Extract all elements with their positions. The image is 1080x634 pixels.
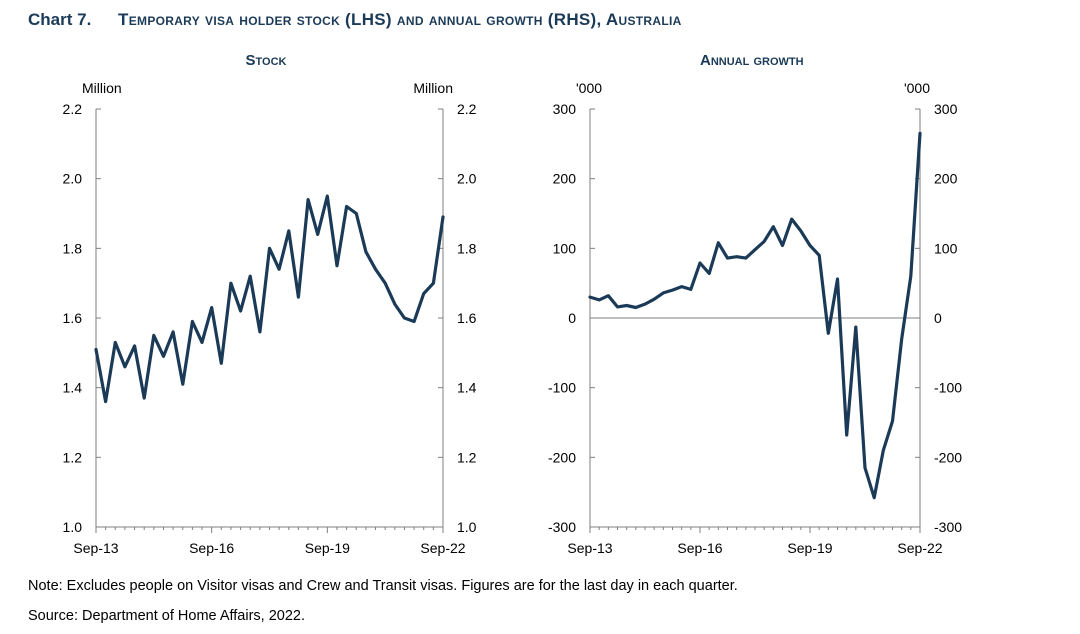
- x-tick-label: Sep-22: [897, 540, 942, 556]
- chart-panel-0: 1.0 1.0 1.2 1.2 1.4 1.4 1.6 1.6 1.8 1.8 2.0 2.0 2.2 2…: [63, 80, 477, 556]
- chart-source: Source: Department of Home Affairs, 2022…: [28, 608, 305, 624]
- y-unit-left: Million: [82, 80, 122, 96]
- y-tick-label-right: 2.2: [457, 101, 477, 117]
- y-tick-label-left: 1.4: [63, 380, 83, 396]
- y-tick-label-right: 2.0: [457, 171, 477, 187]
- chart-note: Note: Excludes people on Visitor visas a…: [28, 578, 738, 594]
- y-tick-label-right: 1.2: [457, 449, 477, 465]
- y-tick-label-right: 1.6: [457, 310, 477, 326]
- panel-title-growth: Annual growth: [700, 52, 804, 69]
- y-tick-label-right: -200: [934, 449, 962, 465]
- y-unit-right: Million: [413, 80, 453, 96]
- y-tick-label-left: -300: [548, 519, 576, 535]
- series-line: [588, 131, 922, 500]
- y-tick-label-left: -200: [548, 449, 576, 465]
- chart-title: Temporary visa holder stock (LHS) and an…: [118, 10, 682, 29]
- chart-panel-1: -300 -300 -200 -200 -100 -100 0 0 100 100 200 200 30…: [548, 80, 962, 556]
- y-tick-label-right: 200: [934, 171, 958, 187]
- y-tick-label-left: 2.2: [63, 101, 83, 117]
- y-tick-label-right: 1.4: [457, 380, 477, 396]
- x-tick-label: Sep-19: [787, 540, 832, 556]
- y-tick-label-left: 1.2: [63, 449, 83, 465]
- chart-header: Chart 7. Temporary visa holder stock (LH…: [28, 10, 682, 30]
- y-tick-label-left: 1.0: [63, 519, 83, 535]
- chart-number: Chart 7.: [28, 10, 92, 29]
- y-tick-label-left: 200: [553, 171, 577, 187]
- y-unit-left: '000: [576, 80, 602, 96]
- x-tick-label: Sep-19: [305, 540, 350, 556]
- y-tick-label-right: 1.0: [457, 519, 477, 535]
- x-tick-label: Sep-22: [420, 540, 465, 556]
- y-tick-label-left: 300: [553, 101, 577, 117]
- y-tick-label-left: 1.8: [63, 240, 83, 256]
- x-tick-label: Sep-13: [567, 540, 612, 556]
- x-tick-label: Sep-16: [189, 540, 234, 556]
- x-tick-label: Sep-16: [677, 540, 722, 556]
- y-tick-label-left: 2.0: [63, 171, 83, 187]
- y-tick-label-right: 0: [934, 310, 942, 326]
- y-tick-label-left: 0: [568, 310, 576, 326]
- y-tick-label-left: -100: [548, 380, 576, 396]
- y-unit-right: '000: [904, 80, 930, 96]
- y-tick-label-left: 1.6: [63, 310, 83, 326]
- y-tick-label-left: 100: [553, 240, 577, 256]
- y-tick-label-right: 300: [934, 101, 958, 117]
- y-tick-label-right: -300: [934, 519, 962, 535]
- y-tick-label-right: 100: [934, 240, 958, 256]
- x-tick-label: Sep-13: [73, 540, 118, 556]
- series-line: [94, 194, 445, 404]
- panel-title-stock: Stock: [245, 52, 287, 69]
- y-tick-label-right: 1.8: [457, 240, 477, 256]
- y-tick-label-right: -100: [934, 380, 962, 396]
